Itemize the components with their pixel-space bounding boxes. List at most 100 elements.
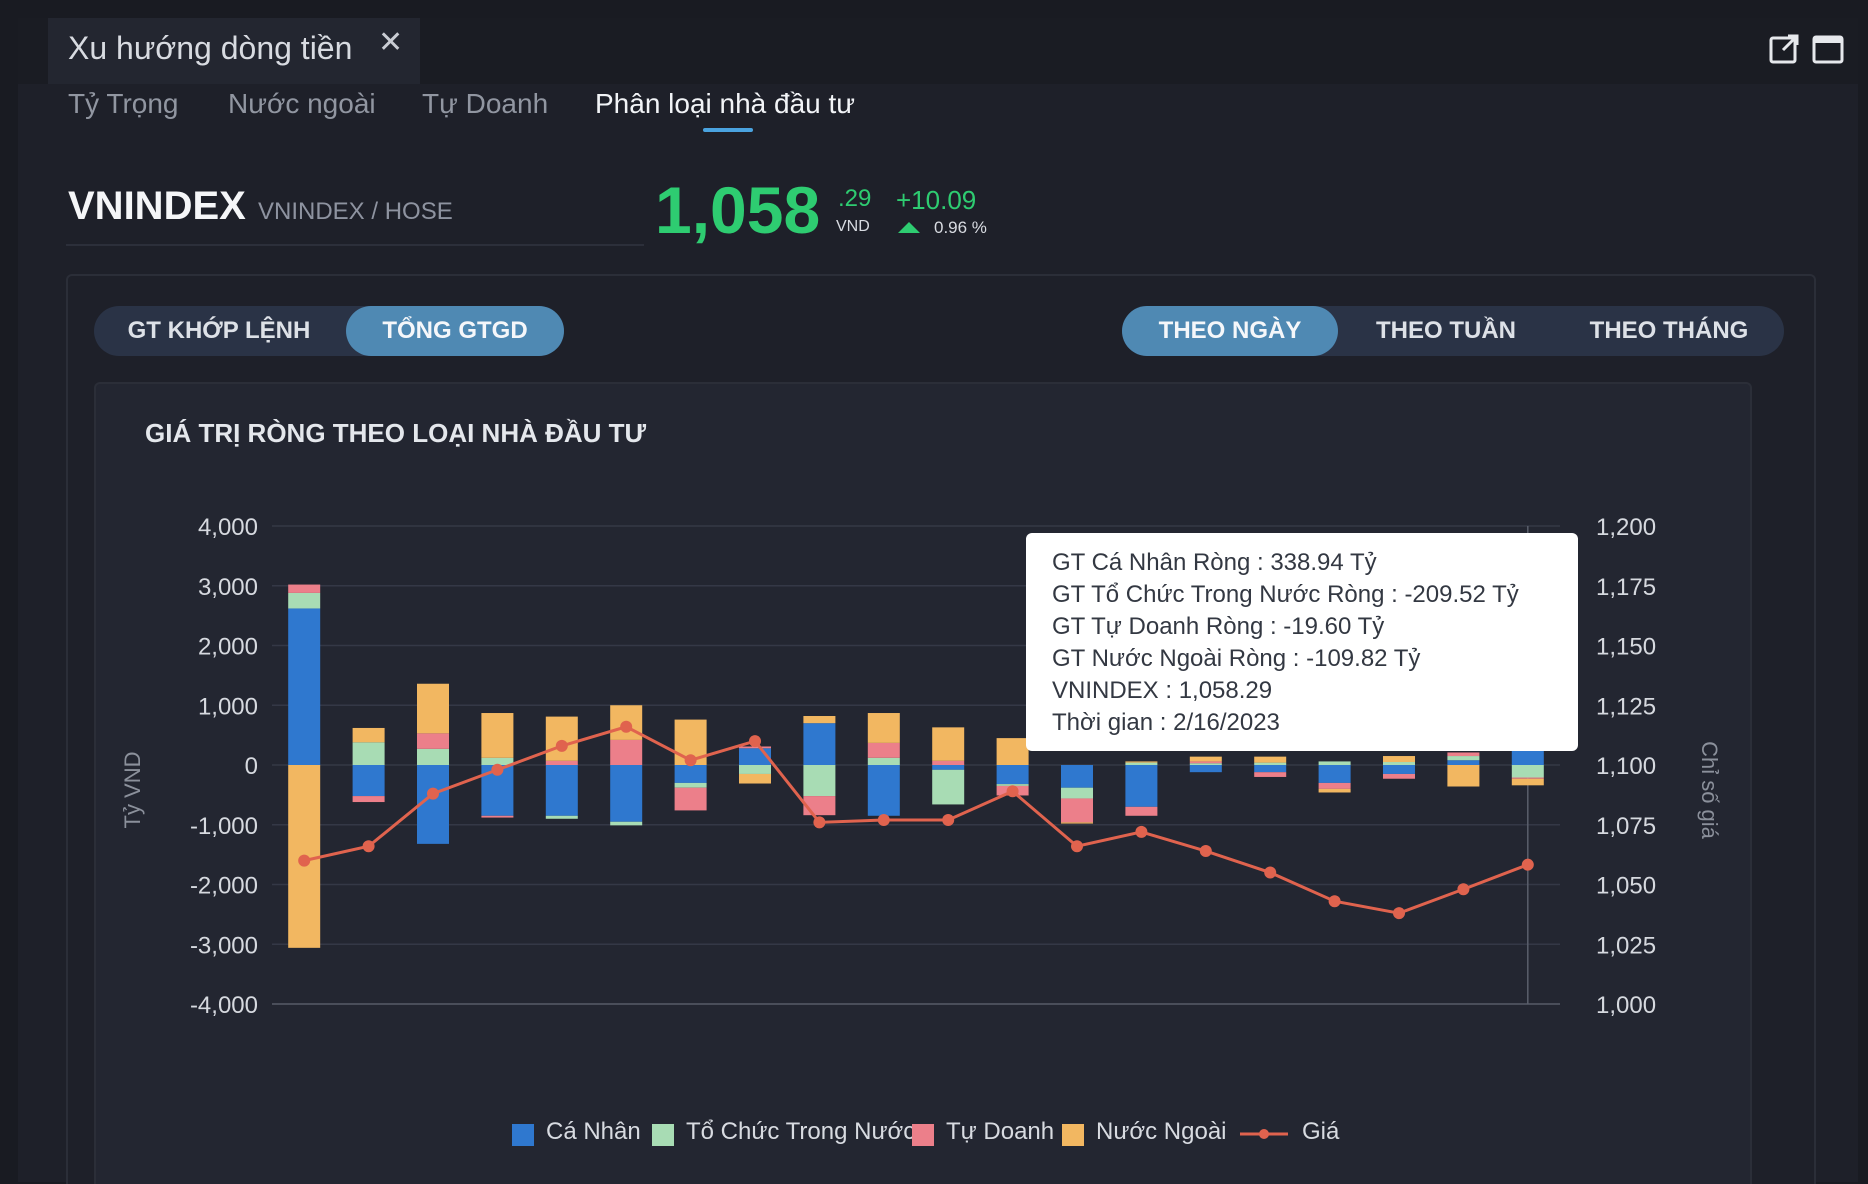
bar-nuoc-ngoai xyxy=(1511,778,1544,786)
price-point xyxy=(877,813,890,826)
bar-tu-doanh xyxy=(288,584,321,593)
price-point xyxy=(1457,883,1470,896)
bar-to-chuc xyxy=(932,769,965,805)
tooltip-line: GT Nước Ngoài Ròng : -109.82 Tỷ xyxy=(1052,645,1421,672)
bar-tu-doanh xyxy=(481,815,514,818)
symbol-exchange: VNINDEX / HOSE xyxy=(258,198,453,225)
external-link-icon[interactable] xyxy=(1768,33,1800,65)
price-point xyxy=(1006,785,1019,798)
bar-to-chuc xyxy=(481,757,514,765)
y-right-tick-label: 1,050 xyxy=(1596,873,1656,900)
y-left-tick-label: 1,000 xyxy=(198,693,258,720)
price-unit: VND xyxy=(836,218,870,235)
tooltip-line: GT Tổ Chức Trong Nước Ròng : -209.52 Tỷ xyxy=(1052,581,1519,608)
value-toggle: GT KHỚP LỆNH TỔNG GTGD xyxy=(94,306,564,356)
price-integer: 1,058 xyxy=(655,173,821,247)
theo-ngay-button[interactable]: THEO NGÀY xyxy=(1122,306,1338,356)
close-icon[interactable]: ✕ xyxy=(378,26,404,59)
price-point xyxy=(813,816,826,829)
theo-tuan-button[interactable]: THEO TUẦN xyxy=(1376,317,1516,344)
price-point xyxy=(684,754,697,767)
bar-to-chuc xyxy=(1061,787,1093,799)
y-left-tick-label: -3,000 xyxy=(190,932,258,959)
legend-label: Nước Ngoài xyxy=(1096,1118,1227,1145)
active-tab-indicator xyxy=(703,128,753,132)
bar-to-chuc xyxy=(1189,763,1222,765)
bar-to-chuc xyxy=(739,765,771,774)
symbol-divider xyxy=(66,244,644,246)
maximize-icon[interactable] xyxy=(1812,33,1844,65)
chart-tooltip: GT Cá Nhân Ròng : 338.94 Tỷ GT Tổ Chức T… xyxy=(1026,533,1578,751)
widget-tab[interactable] xyxy=(48,18,420,84)
bar-to-chuc xyxy=(352,742,385,765)
bar-tu-doanh xyxy=(1447,752,1480,757)
tong-gtgd-button[interactable]: TỔNG GTGD xyxy=(346,306,564,356)
bar-tu-doanh xyxy=(867,742,900,758)
price-decimal: .29 xyxy=(838,185,872,212)
bar-to-chuc xyxy=(996,784,1029,786)
bar-to-chuc xyxy=(867,757,900,765)
bar-tu-doanh xyxy=(1061,798,1093,823)
bar-to-chuc xyxy=(1511,765,1544,778)
bar-nuoc-ngoai xyxy=(996,738,1029,765)
price-point xyxy=(491,763,504,776)
bar-to-chuc xyxy=(1125,762,1158,765)
bar-tu-doanh xyxy=(674,787,707,811)
gt-khop-lenh-button[interactable]: GT KHỚP LỆNH xyxy=(127,317,311,344)
bar-ca-nhan xyxy=(867,765,900,816)
price-point xyxy=(1393,907,1405,920)
price-point xyxy=(749,735,761,748)
tab-nuoc-ngoai[interactable]: Nước ngoài xyxy=(228,88,376,119)
price-point xyxy=(1135,825,1148,838)
widget-title: Xu hướng dòng tiền xyxy=(68,30,353,66)
bar-tu-doanh xyxy=(1318,782,1351,789)
bar-ca-nhan xyxy=(1189,765,1222,773)
legend-label: Giá xyxy=(1302,1118,1340,1145)
bar-nuoc-ngoai xyxy=(1318,788,1351,793)
bar-nuoc-ngoai xyxy=(1189,756,1222,762)
bar-nuoc-ngoai xyxy=(1125,761,1158,763)
bar-to-chuc xyxy=(1447,756,1480,761)
bar-tu-doanh xyxy=(1383,773,1415,779)
bar-tu-doanh xyxy=(739,746,771,749)
symbol-code: VNINDEX xyxy=(68,184,246,228)
tab-phan-loai[interactable]: Phân loại nhà đầu tư xyxy=(595,88,856,119)
bar-nuoc-ngoai xyxy=(1254,756,1287,763)
price-change: +10.09 xyxy=(896,185,977,215)
bar-nuoc-ngoai xyxy=(932,727,965,761)
bar-ca-nhan xyxy=(352,765,385,797)
y-right-tick-label: 1,000 xyxy=(1596,992,1656,1019)
y-left-tick-label: 2,000 xyxy=(198,634,258,661)
bar-tu-doanh xyxy=(417,733,449,749)
price-change-pct: 0.96 % xyxy=(934,218,987,237)
y-right-axis-label: Chỉ số giá xyxy=(1697,741,1722,840)
tab-ty-trong[interactable]: Tỷ Trọng xyxy=(68,88,179,119)
bar-ca-nhan xyxy=(932,765,965,770)
arrow-up-icon xyxy=(898,222,920,233)
bar-to-chuc xyxy=(288,592,321,609)
bar-nuoc-ngoai xyxy=(739,773,771,784)
bar-ca-nhan xyxy=(288,608,321,765)
bar-ca-nhan xyxy=(1447,760,1480,765)
tooltip-line: VNINDEX : 1,058.29 xyxy=(1052,677,1273,704)
tab-tu-doanh[interactable]: Tự Doanh xyxy=(422,88,549,119)
price-point xyxy=(1264,866,1277,879)
bar-to-chuc xyxy=(417,748,449,765)
legend-label: Tự Doanh xyxy=(946,1118,1055,1145)
price-point xyxy=(620,720,633,733)
bar-tu-doanh xyxy=(1254,772,1287,777)
bar-nuoc-ngoai xyxy=(481,713,514,758)
theo-thang-button[interactable]: THEO THÁNG xyxy=(1589,317,1749,344)
bar-tu-doanh xyxy=(545,760,578,765)
price-point xyxy=(555,739,568,752)
legend-line-marker xyxy=(1240,1129,1288,1139)
price-point xyxy=(1071,840,1083,853)
bar-ca-nhan xyxy=(1318,765,1351,783)
price-point xyxy=(942,813,955,826)
bar-nuoc-ngoai xyxy=(417,683,449,734)
tooltip-line: GT Cá Nhân Ròng : 338.94 Tỷ xyxy=(1052,549,1377,576)
bar-tu-doanh xyxy=(1511,777,1544,779)
price-point xyxy=(298,854,311,867)
bar-nuoc-ngoai xyxy=(1061,822,1093,824)
